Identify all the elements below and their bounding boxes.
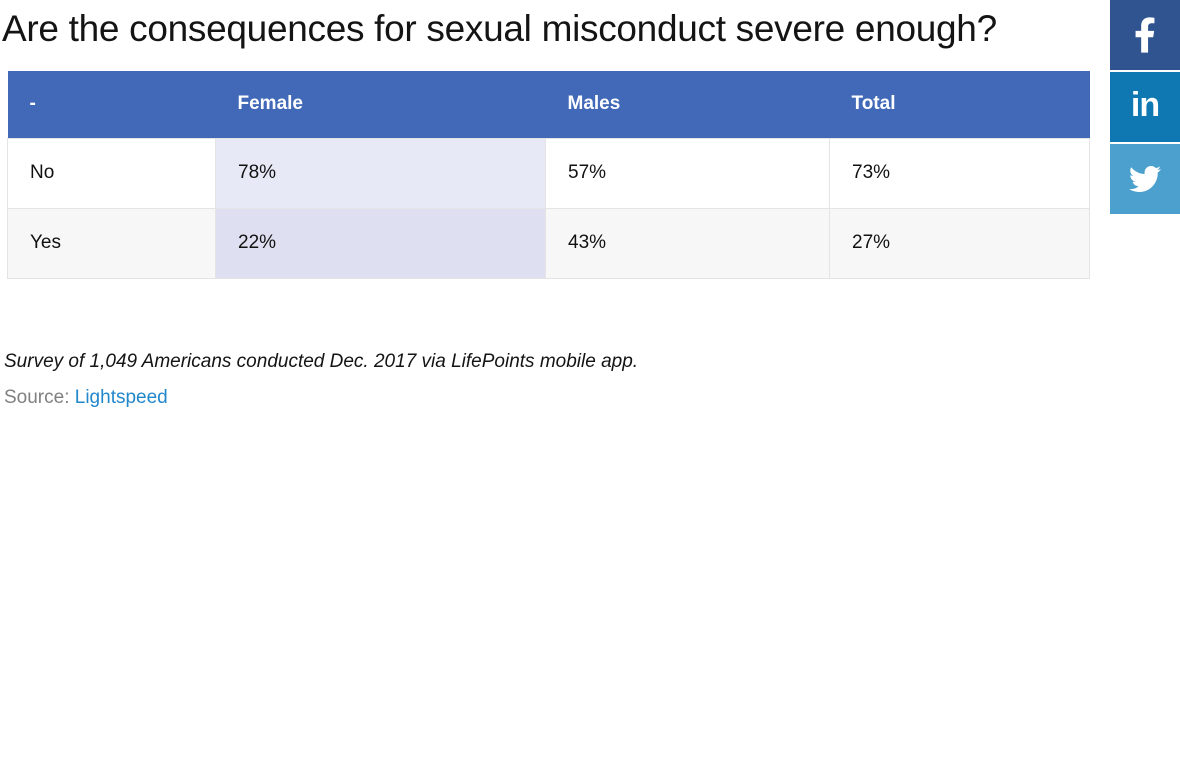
linkedin-share-button[interactable]: in bbox=[1110, 72, 1180, 142]
twitter-bird-icon bbox=[1129, 165, 1162, 193]
facebook-share-button[interactable] bbox=[1110, 0, 1180, 70]
cell-female: 22% bbox=[215, 207, 546, 279]
cell-males: 43% bbox=[545, 207, 830, 279]
cell-total: 73% bbox=[829, 137, 1090, 209]
table-row-yes: Yes 22% 43% 27% bbox=[7, 207, 1090, 279]
column-header-total: Total bbox=[829, 71, 1090, 138]
table-row-no: No 78% 57% 73% bbox=[7, 137, 1090, 209]
table-header-row: - Female Males Total bbox=[7, 71, 1090, 138]
column-header-female: Female bbox=[215, 71, 546, 138]
page-title: Are the consequences for sexual miscondu… bbox=[2, 8, 997, 49]
cell-total: 27% bbox=[829, 207, 1090, 279]
column-header-blank: - bbox=[7, 71, 216, 138]
cell-males: 57% bbox=[545, 137, 830, 209]
share-buttons: in bbox=[1110, 0, 1180, 214]
cell-female: 78% bbox=[215, 137, 546, 209]
facebook-f-icon bbox=[1135, 17, 1155, 53]
row-label: No bbox=[7, 137, 216, 209]
linkedin-in-icon: in bbox=[1130, 86, 1160, 124]
row-label: Yes bbox=[7, 207, 216, 279]
survey-note: Survey of 1,049 Americans conducted Dec.… bbox=[4, 350, 639, 372]
survey-results-table: - Female Males Total No 78% 57% 73% Yes … bbox=[7, 71, 1090, 279]
twitter-share-button[interactable] bbox=[1110, 144, 1180, 214]
source-line: Source: Lightspeed bbox=[4, 387, 1180, 409]
column-header-males: Males bbox=[545, 71, 830, 138]
source-label: Source: bbox=[4, 386, 70, 408]
source-link[interactable]: Lightspeed bbox=[74, 386, 168, 408]
content-area: Are the consequences for sexual miscondu… bbox=[2, 8, 1180, 409]
